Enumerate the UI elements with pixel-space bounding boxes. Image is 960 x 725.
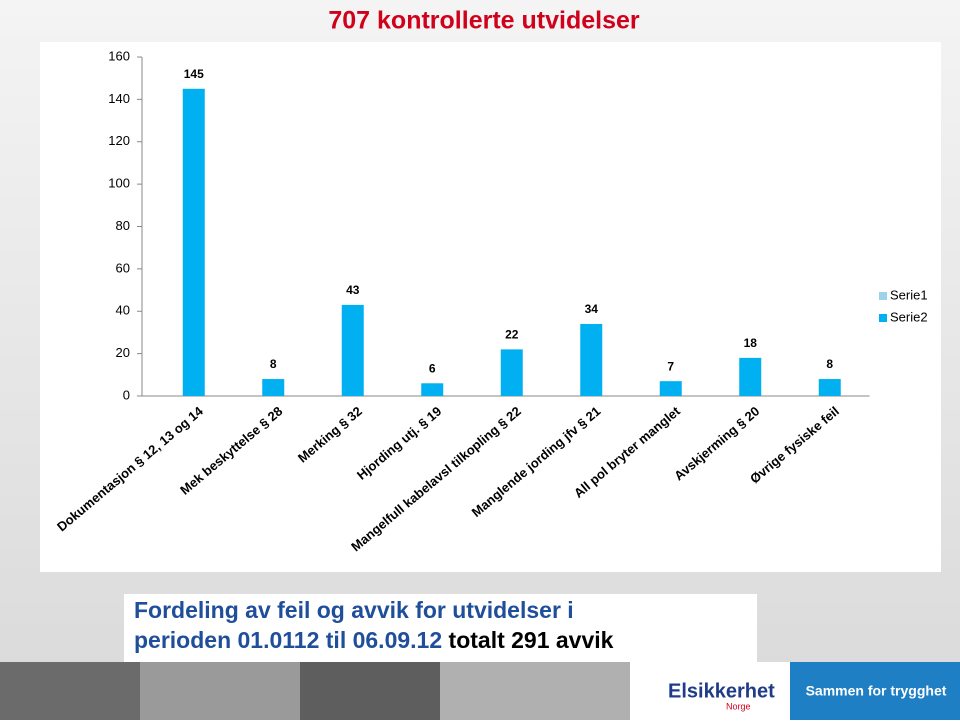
footer: Elsikkerhet Norge Sammen for trygghet	[0, 662, 960, 720]
bar	[739, 357, 762, 396]
data-label: 18	[744, 336, 758, 350]
tagline-box	[790, 662, 960, 720]
photo	[0, 662, 140, 720]
y-tick-label: 20	[116, 345, 130, 360]
legend-swatch	[879, 292, 887, 300]
y-tick-label: 0	[123, 387, 130, 402]
legend-label: Serie2	[890, 309, 928, 324]
bar	[182, 88, 205, 396]
photo	[440, 662, 630, 720]
y-tick-label: 100	[108, 176, 130, 191]
data-label: 7	[667, 359, 674, 373]
data-label: 8	[826, 357, 833, 371]
logo-box	[630, 662, 790, 720]
tagline: Sammen for trygghet	[806, 683, 947, 699]
y-tick-label: 60	[116, 260, 130, 275]
data-label: 6	[429, 361, 436, 375]
bar	[341, 304, 364, 396]
data-label: 22	[505, 328, 519, 342]
y-tick-label: 40	[116, 303, 130, 318]
legend-label: Serie1	[890, 287, 928, 302]
data-label: 8	[270, 357, 277, 371]
caption-box	[124, 594, 757, 662]
caption-line: perioden 01.0112 til 06.09.12 totalt 291…	[134, 627, 614, 653]
photo	[300, 662, 440, 720]
data-label: 43	[346, 283, 360, 297]
y-tick-label: 80	[116, 218, 130, 233]
caption-total: totalt 291 avvik	[442, 627, 614, 653]
bar	[818, 379, 841, 396]
data-label: 145	[184, 67, 204, 81]
y-tick-label: 140	[108, 91, 130, 106]
y-tick-label: 120	[108, 133, 130, 148]
caption-period: perioden 01.0112 til 06.09.12	[134, 627, 442, 653]
logo: Elsikkerhet	[668, 680, 775, 702]
bar	[580, 323, 603, 396]
data-label: 34	[585, 302, 599, 316]
y-tick-label: 160	[108, 48, 130, 63]
legend-swatch	[879, 314, 887, 322]
logo-sub: Norge	[726, 701, 751, 711]
bar	[659, 381, 682, 396]
bar	[500, 349, 523, 396]
chart-title: 707 kontrollerte utvidelser	[328, 7, 640, 35]
caption-line: Fordeling av feil og avvik for utvidelse…	[134, 597, 574, 623]
bar	[262, 379, 285, 396]
bar	[421, 383, 444, 396]
photo	[140, 662, 300, 720]
